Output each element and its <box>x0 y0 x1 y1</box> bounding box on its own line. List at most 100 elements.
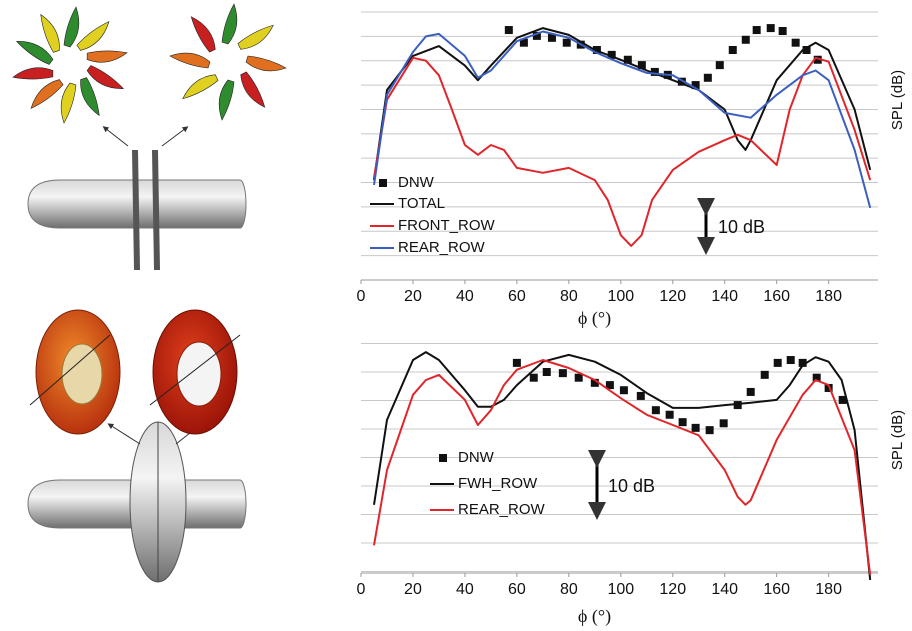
data-point <box>532 31 541 40</box>
blade <box>60 82 77 124</box>
arrow <box>107 423 141 445</box>
x-tick-label: 160 <box>763 288 790 305</box>
data-point <box>619 386 628 395</box>
data-point <box>519 38 528 47</box>
x-tick-label: 80 <box>560 288 578 305</box>
x-tick-label: 120 <box>659 288 686 305</box>
series-line <box>373 27 872 181</box>
data-point <box>760 370 769 379</box>
rear-rotor <box>169 3 287 121</box>
x-axis-label: ϕ (°) <box>578 308 611 329</box>
ring-hole <box>61 343 103 405</box>
x-tick-label: 40 <box>456 288 474 305</box>
blade <box>63 6 80 48</box>
legend-label: REAR_ROW <box>398 239 486 256</box>
data-point <box>691 81 700 90</box>
data-point <box>746 387 755 396</box>
x-tick-label: 140 <box>711 288 738 305</box>
x-tick-label: 120 <box>659 581 686 598</box>
data-point <box>798 358 807 367</box>
x-tick-label: 60 <box>508 581 526 598</box>
legend-label: DNW <box>398 174 435 191</box>
data-point <box>542 368 551 376</box>
data-point <box>547 33 556 42</box>
x-tick-label: 40 <box>456 581 474 598</box>
series-line <box>373 351 872 581</box>
data-point <box>741 35 750 44</box>
blade <box>86 50 128 63</box>
x-tick-label: 0 <box>357 581 366 598</box>
blade <box>169 52 211 69</box>
data-point <box>605 381 614 390</box>
annotation: 10 dB <box>608 476 655 496</box>
data-point <box>651 406 660 415</box>
x-tick-label: 60 <box>508 288 526 305</box>
data-point <box>623 55 632 64</box>
legend-marker <box>439 454 447 462</box>
data-point <box>719 419 728 428</box>
data-point <box>590 378 599 387</box>
wire <box>149 334 241 406</box>
data-point <box>636 391 645 400</box>
data-point <box>813 55 822 64</box>
data-point <box>791 38 800 47</box>
legend-label: TOTAL <box>398 195 445 212</box>
legend-label: DNW <box>458 449 495 466</box>
arrow <box>161 126 189 147</box>
data-point <box>607 50 616 59</box>
annotation: 10 dB <box>718 217 765 237</box>
blade <box>12 67 54 80</box>
legend-label: FRONT_ROW <box>398 217 496 234</box>
data-point <box>504 26 513 35</box>
illustrations <box>12 3 287 583</box>
data-point <box>637 61 646 70</box>
blade <box>40 13 60 53</box>
x-tick-label: 140 <box>711 581 738 598</box>
series-line <box>373 56 872 247</box>
data-point <box>733 401 742 410</box>
y-axis-label: SPL (dB) <box>889 70 906 130</box>
front-blades <box>132 150 140 270</box>
series-line <box>373 359 872 576</box>
data-point <box>766 24 775 33</box>
data-point <box>802 46 811 55</box>
blade <box>190 16 216 53</box>
rear-blades <box>152 150 160 270</box>
x-tick-label: 0 <box>357 288 366 305</box>
data-point <box>838 395 847 404</box>
data-point <box>728 46 737 55</box>
data-point <box>752 26 761 35</box>
blade <box>76 21 110 51</box>
data-point <box>574 373 583 382</box>
data-point <box>703 73 712 82</box>
data-point <box>665 410 674 419</box>
data-point <box>512 358 521 367</box>
data-point <box>715 61 724 70</box>
wire <box>29 334 111 406</box>
data-point <box>691 423 700 432</box>
x-tick-label: 20 <box>404 288 422 305</box>
legend-label: REAR_ROW <box>458 501 546 518</box>
ring-hole <box>176 341 222 407</box>
x-tick-label: 180 <box>815 288 842 305</box>
x-tick-label: 100 <box>607 581 634 598</box>
x-tick-label: 80 <box>560 581 578 598</box>
blade <box>86 65 124 89</box>
x-axis-label: ϕ (°) <box>578 606 611 627</box>
data-point <box>778 27 787 36</box>
data-point <box>786 356 795 365</box>
x-tick-label: 20 <box>404 581 422 598</box>
blade <box>221 3 238 45</box>
data-point <box>773 358 782 367</box>
blade <box>182 74 219 100</box>
y-axis-label: SPL (dB) <box>889 410 906 470</box>
blade <box>80 77 100 117</box>
data-point <box>705 426 714 435</box>
series-line <box>373 30 872 209</box>
blade <box>245 55 287 72</box>
blade <box>16 41 54 65</box>
data-point <box>812 373 821 382</box>
blade <box>237 24 274 50</box>
data-point <box>529 373 538 382</box>
